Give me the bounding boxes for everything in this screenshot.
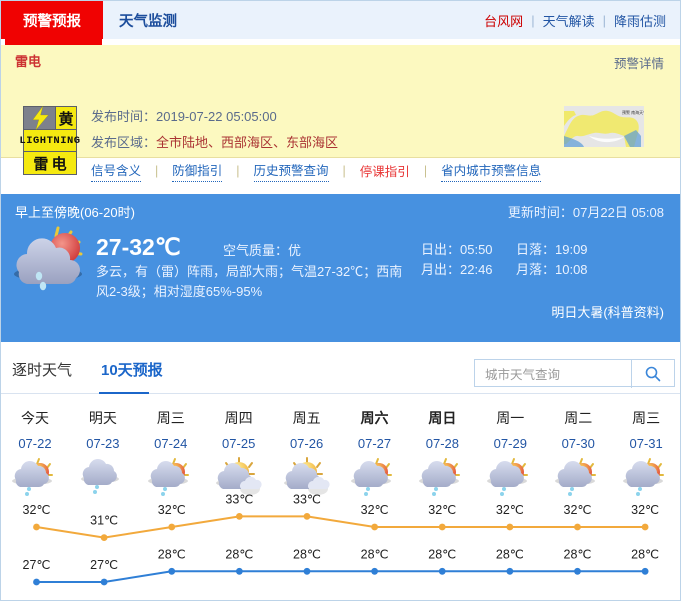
svg-text:32℃: 32℃ <box>23 503 51 517</box>
svg-text:32℃: 32℃ <box>361 503 389 517</box>
svg-text:33℃: 33℃ <box>225 493 253 506</box>
svg-text:28℃: 28℃ <box>158 547 186 561</box>
svg-text:28℃: 28℃ <box>428 547 456 561</box>
svg-text:31℃: 31℃ <box>90 514 118 528</box>
svg-text:28℃: 28℃ <box>631 547 659 561</box>
svg-text:28℃: 28℃ <box>293 547 321 561</box>
svg-text:32℃: 32℃ <box>428 503 456 517</box>
svg-text:33℃: 33℃ <box>293 493 321 506</box>
svg-text:32℃: 32℃ <box>564 503 592 517</box>
svg-text:32℃: 32℃ <box>631 503 659 517</box>
svg-text:27℃: 27℃ <box>23 558 51 572</box>
svg-text:28℃: 28℃ <box>564 547 592 561</box>
svg-text:28℃: 28℃ <box>361 547 389 561</box>
svg-text:28℃: 28℃ <box>496 547 524 561</box>
svg-text:28℃: 28℃ <box>225 547 253 561</box>
svg-text:预警 南海天气预报网: 预警 南海天气预报网 <box>622 109 644 115</box>
svg-text:27℃: 27℃ <box>90 558 118 572</box>
svg-text:32℃: 32℃ <box>496 503 524 517</box>
svg-text:32℃: 32℃ <box>158 503 186 517</box>
